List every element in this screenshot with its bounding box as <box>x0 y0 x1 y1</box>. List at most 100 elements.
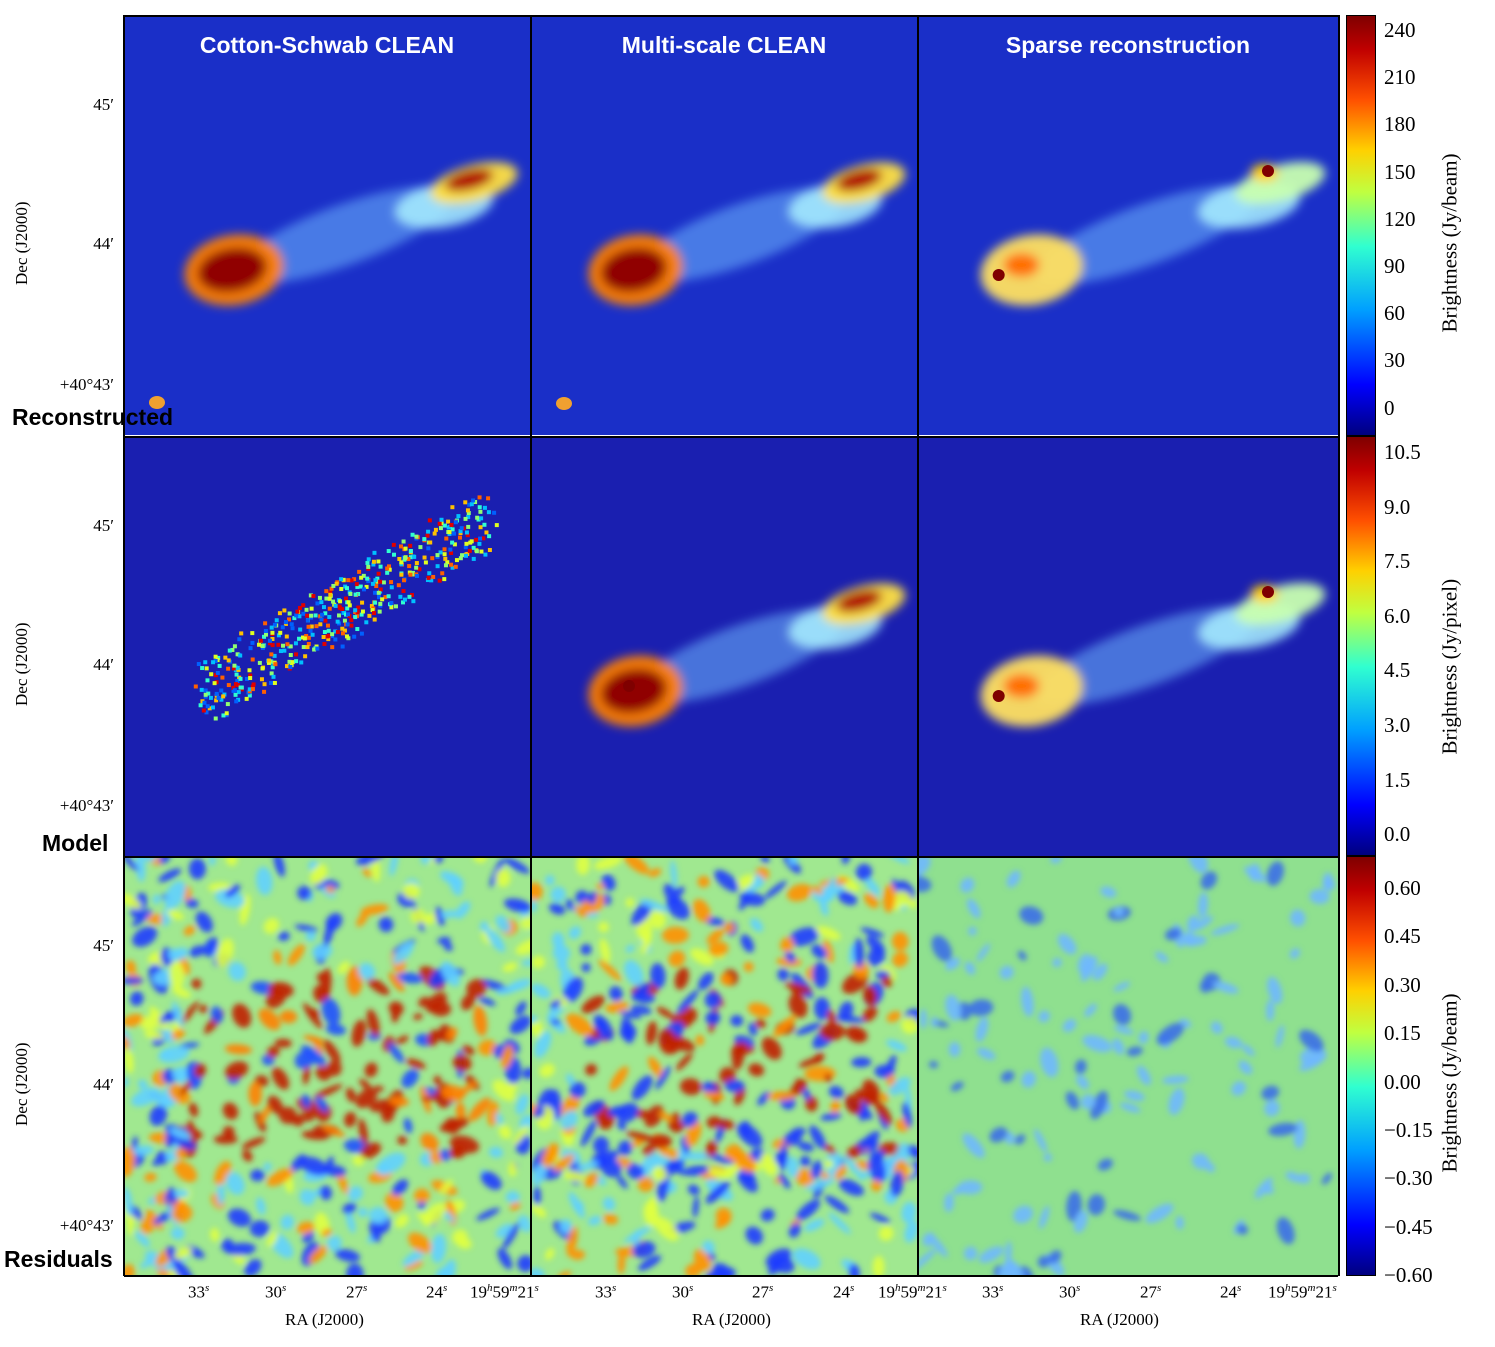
residual-blob <box>886 1011 901 1023</box>
model-pixel <box>386 594 391 599</box>
model-pixel <box>333 629 338 634</box>
residual-blob <box>455 901 471 919</box>
residual-blob <box>488 1146 504 1158</box>
residual-blob <box>504 898 530 913</box>
residual-blob <box>323 1039 341 1064</box>
model-pixel <box>378 587 383 592</box>
residual-blob <box>778 1173 791 1189</box>
residual-blob <box>389 856 399 877</box>
residual-blob <box>738 895 750 911</box>
model-pixel <box>272 653 277 658</box>
model-pixel <box>203 660 208 665</box>
residual-blob <box>1156 1022 1185 1045</box>
residual-blob <box>862 1006 878 1022</box>
residual-blob <box>760 1208 775 1222</box>
residual-blob <box>569 1081 586 1099</box>
model-pixel <box>224 711 229 716</box>
model-pixel <box>294 652 299 657</box>
residual-blob <box>811 944 828 959</box>
residual-blob <box>325 912 343 931</box>
residual-blob <box>149 1105 168 1126</box>
residual-blob <box>824 1159 834 1169</box>
residual-blob <box>708 941 729 957</box>
residual-blob <box>214 1160 232 1186</box>
residual-blob <box>820 1112 842 1121</box>
residual-blob <box>319 1185 332 1201</box>
residual-blob <box>1019 906 1044 925</box>
residual-blob <box>548 903 566 915</box>
model-pixel <box>288 653 293 658</box>
model-pixel <box>478 525 483 530</box>
model-pixel <box>247 668 252 673</box>
residual-blob <box>675 1052 693 1071</box>
residual-blob <box>439 1117 470 1132</box>
residual-blob <box>999 965 1014 980</box>
west-hotspot <box>992 690 1005 702</box>
residual-blob <box>508 1161 517 1177</box>
residual-blob <box>170 1227 185 1240</box>
y-axis-label: Dec (J2000) <box>12 622 31 706</box>
model-pixel <box>467 548 472 553</box>
residual-blob <box>171 1001 184 1028</box>
model-pixel <box>262 634 267 639</box>
model-pixel <box>366 557 371 562</box>
residual-blob <box>406 1058 426 1069</box>
residual-blob <box>171 1028 185 1040</box>
residual-blob <box>172 1067 186 1081</box>
residual-blob <box>1005 1241 1012 1265</box>
beam-ellipse-cs <box>149 396 165 409</box>
residual-blob <box>443 942 453 952</box>
model-pixel <box>484 530 489 535</box>
model-pixel <box>295 609 300 614</box>
x-axis-label-3: RA (J2000) <box>1080 1310 1159 1329</box>
residual-blob <box>874 1099 893 1125</box>
residual-blob <box>1048 1250 1062 1264</box>
colorbar-tick-label: 210 <box>1384 65 1416 90</box>
model-pixel <box>483 552 488 557</box>
model-pixel <box>432 531 437 536</box>
residual-blob <box>858 1170 871 1181</box>
model-pixel <box>342 628 347 633</box>
residual-blob <box>568 926 582 940</box>
panel-image <box>531 856 917 1276</box>
model-pixel <box>325 623 330 628</box>
residual-blob <box>1057 933 1077 955</box>
colorbar-tick-label: −0.45 <box>1384 1214 1433 1239</box>
model-pixel <box>214 691 219 696</box>
residual-blob <box>515 1001 527 1016</box>
residual-blob <box>1162 1075 1189 1085</box>
model-pixel <box>322 630 327 635</box>
model-pixel <box>452 542 457 547</box>
residual-blob <box>227 1208 252 1227</box>
residual-blob <box>435 906 446 926</box>
residual-blob <box>901 1201 917 1224</box>
residual-blob <box>851 1057 872 1068</box>
model-pixel <box>333 603 338 608</box>
model-pixel <box>486 510 491 515</box>
model-pixel <box>381 580 386 585</box>
model-pixel <box>305 618 310 623</box>
residual-blob <box>1275 1024 1285 1048</box>
model-pixel <box>326 628 331 633</box>
residual-blob <box>222 1125 235 1139</box>
x-tick-label: 27s <box>1140 1282 1162 1302</box>
model-pixel <box>401 539 406 544</box>
residual-blob <box>708 1168 732 1179</box>
model-pixel <box>414 565 419 570</box>
residual-blob <box>224 1044 253 1055</box>
residual-blob <box>950 1081 964 1092</box>
residual-blob <box>862 1079 881 1105</box>
model-pixel <box>453 564 458 569</box>
model-pixel <box>299 660 304 665</box>
residual-blob <box>392 941 414 965</box>
residual-blob <box>321 997 341 1026</box>
model-pixel <box>315 646 320 651</box>
model-pixel <box>431 574 436 579</box>
model-pixel <box>287 617 292 622</box>
residual-blob <box>680 1007 698 1024</box>
residual-blob <box>169 1127 192 1140</box>
residual-blob <box>952 1186 964 1195</box>
residual-blob <box>366 977 390 996</box>
model-pixel <box>227 648 232 653</box>
model-pixel <box>323 618 328 623</box>
